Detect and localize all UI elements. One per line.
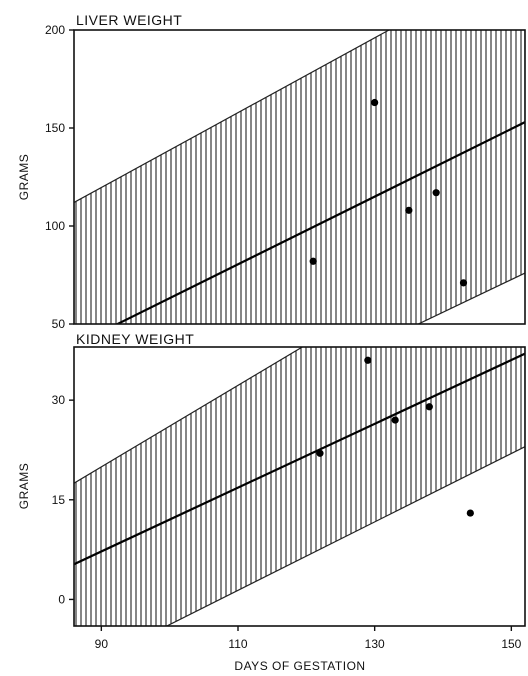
kidney-x-tick-label: 90 xyxy=(95,637,109,651)
liver-data-point xyxy=(405,206,413,214)
kidney-y-tick-label: 0 xyxy=(58,592,65,606)
liver-data-point xyxy=(309,257,317,265)
liver-y-tick-label: 50 xyxy=(52,317,66,331)
kidney-regression-line xyxy=(74,352,525,566)
kidney-data-point xyxy=(316,449,324,457)
liver-data-point xyxy=(459,279,468,287)
liver-y-tick-label: 150 xyxy=(45,121,65,135)
kidney-confidence-band xyxy=(74,347,525,626)
kidney-y-tick-label: 15 xyxy=(52,493,66,507)
liver-weight-panel: 50 100 150 200 xyxy=(45,23,526,331)
liver-y-tick-label: 200 xyxy=(45,23,65,37)
kidney-data-point xyxy=(466,509,474,517)
liver-y-axis-title: GRAMS xyxy=(17,154,31,201)
x-axis-title: DAYS OF GESTATION xyxy=(234,659,365,673)
kidney-data-point xyxy=(364,356,372,364)
liver-confidence-band xyxy=(74,30,525,324)
liver-y-tick-label: 100 xyxy=(45,219,65,233)
kidney-y-tick-label: 30 xyxy=(52,393,66,407)
kidney-weight-panel: 0 15 30 90 110 130 150 xyxy=(52,346,526,651)
liver-data-point xyxy=(432,189,440,197)
kidney-x-tick-label: 130 xyxy=(365,637,385,651)
kidney-title: KIDNEY WEIGHT xyxy=(76,331,194,347)
liver-plot-frame xyxy=(73,29,526,325)
kidney-x-tick-label: 150 xyxy=(501,637,521,651)
kidney-data-point xyxy=(425,403,433,411)
kidney-x-tick-label: 110 xyxy=(228,637,247,651)
kidney-data-point xyxy=(391,416,399,424)
kidney-y-axis-title: GRAMS xyxy=(17,463,31,510)
liver-regression-line xyxy=(115,121,525,324)
kidney-plot-frame xyxy=(73,346,526,627)
liver-data-point xyxy=(371,98,379,107)
liver-title: LIVER WEIGHT xyxy=(76,12,182,28)
